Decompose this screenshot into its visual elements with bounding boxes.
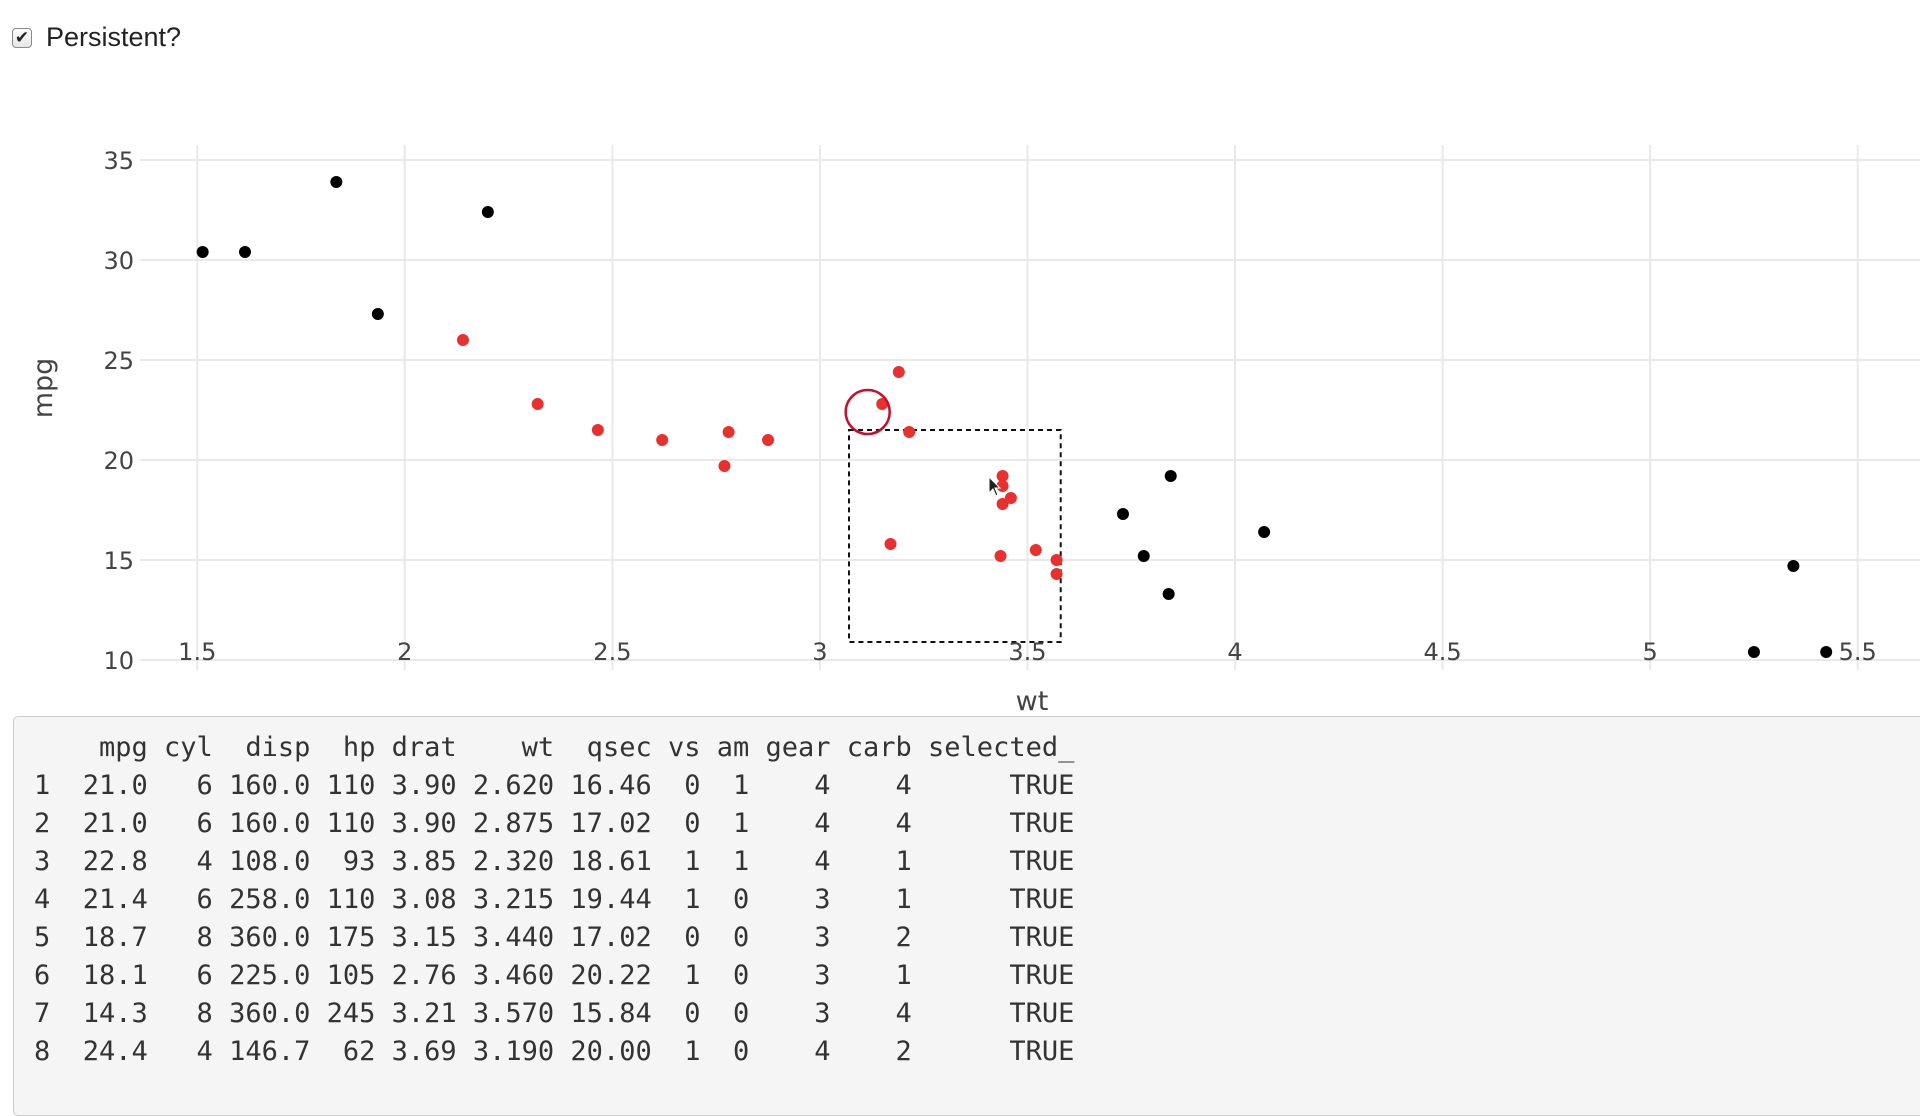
- table-row: 2 21.0 6 160.0 110 3.90 2.875 17.02 0 1 …: [34, 808, 1075, 839]
- data-point[interactable]: [903, 426, 916, 438]
- table-row: 6 18.1 6 225.0 105 2.76 3.460 20.22 1 0 …: [34, 960, 1075, 991]
- y-axis-ticks: 10 15 20 25 30 35: [103, 147, 134, 675]
- data-point[interactable]: [1137, 550, 1150, 562]
- plot-points[interactable]: [196, 176, 1833, 658]
- x-tick-label: 3: [812, 638, 827, 666]
- data-point[interactable]: [1747, 646, 1760, 658]
- y-axis-label: mpg: [28, 358, 59, 419]
- hover-marker: [844, 388, 891, 436]
- table-output-panel: mpg cyl disp hp drat wt qsec vs am gear …: [13, 716, 1920, 1116]
- x-tick-label: 2.5: [593, 638, 631, 666]
- data-point[interactable]: [718, 460, 731, 472]
- data-point[interactable]: [762, 434, 775, 446]
- table-row: 7 14.3 8 360.0 245 3.21 3.570 15.84 0 0 …: [34, 998, 1075, 1029]
- table-output: mpg cyl disp hp drat wt qsec vs am gear …: [34, 729, 1920, 1071]
- data-point[interactable]: [656, 434, 669, 446]
- data-point[interactable]: [1004, 492, 1017, 504]
- data-point[interactable]: [591, 424, 604, 436]
- y-tick-label: 35: [103, 147, 134, 175]
- x-tick-label: 2: [397, 638, 412, 666]
- data-point[interactable]: [1820, 646, 1833, 658]
- table-row: 3 22.8 4 108.0 93 3.85 2.320 18.61 1 1 4…: [34, 846, 1075, 877]
- data-point[interactable]: [456, 334, 469, 346]
- data-point[interactable]: [1164, 470, 1177, 482]
- data-point[interactable]: [876, 398, 889, 410]
- data-point[interactable]: [996, 470, 1009, 482]
- y-tick-label: 15: [103, 547, 134, 575]
- table-row: 4 21.4 6 258.0 110 3.08 3.215 19.44 1 0 …: [34, 884, 1075, 915]
- x-axis-label: wt: [1016, 686, 1049, 715]
- table-row: 1 21.0 6 160.0 110 3.90 2.620 16.46 0 1 …: [34, 770, 1075, 801]
- data-point[interactable]: [884, 538, 897, 550]
- plot-grid: [140, 145, 1920, 670]
- mouse-pointer-icon: [988, 476, 1002, 497]
- x-tick-label: 5.5: [1839, 638, 1877, 666]
- data-point[interactable]: [996, 480, 1009, 492]
- hover-marker-layer: [844, 388, 891, 436]
- data-point[interactable]: [196, 246, 209, 258]
- x-tick-label: 1.5: [178, 638, 216, 666]
- data-point[interactable]: [1116, 508, 1129, 520]
- data-point[interactable]: [1258, 526, 1271, 538]
- x-tick-label: 4.5: [1424, 638, 1462, 666]
- y-tick-label: 10: [103, 647, 134, 675]
- scatter-plot[interactable]: 1.5 2 2.5 3 3.5 4 4.5 5 5.5 10 15 20 25 30 35 wt mpg: [0, 100, 1920, 715]
- y-tick-label: 20: [103, 447, 134, 475]
- data-point[interactable]: [1050, 554, 1063, 566]
- table-header: mpg cyl disp hp drat wt qsec vs am gear …: [34, 732, 1075, 763]
- data-point[interactable]: [481, 206, 494, 218]
- x-tick-label: 5: [1643, 638, 1658, 666]
- data-point[interactable]: [1050, 568, 1063, 580]
- data-point[interactable]: [994, 550, 1007, 562]
- data-point[interactable]: [1029, 544, 1042, 556]
- table-row: 5 18.7 8 360.0 175 3.15 3.440 17.02 0 0 …: [34, 922, 1075, 953]
- x-tick-label: 4: [1227, 638, 1242, 666]
- x-tick-label: 3.5: [1008, 638, 1046, 666]
- checkmark-icon: ✔: [14, 28, 30, 47]
- persistent-checkbox-row[interactable]: ✔ Persistent?: [12, 22, 181, 53]
- data-point[interactable]: [531, 398, 544, 410]
- persistent-checkbox-label: Persistent?: [46, 22, 182, 52]
- data-point[interactable]: [996, 498, 1009, 510]
- data-point[interactable]: [1787, 560, 1800, 572]
- data-point[interactable]: [722, 426, 735, 438]
- data-point[interactable]: [1162, 588, 1175, 600]
- x-axis-ticks: 1.5 2 2.5 3 3.5 4 4.5 5 5.5: [178, 638, 1877, 666]
- data-point[interactable]: [330, 176, 343, 188]
- selection-box-layer: [848, 429, 1062, 643]
- table-row: 8 24.4 4 146.7 62 3.69 3.190 20.00 1 0 4…: [34, 1036, 1075, 1067]
- data-point[interactable]: [892, 366, 905, 378]
- data-point[interactable]: [371, 308, 384, 320]
- data-point[interactable]: [239, 246, 252, 258]
- y-tick-label: 30: [103, 247, 134, 275]
- selection-box: [848, 429, 1062, 643]
- persistent-checkbox[interactable]: ✔: [12, 27, 32, 48]
- y-tick-label: 25: [103, 347, 134, 375]
